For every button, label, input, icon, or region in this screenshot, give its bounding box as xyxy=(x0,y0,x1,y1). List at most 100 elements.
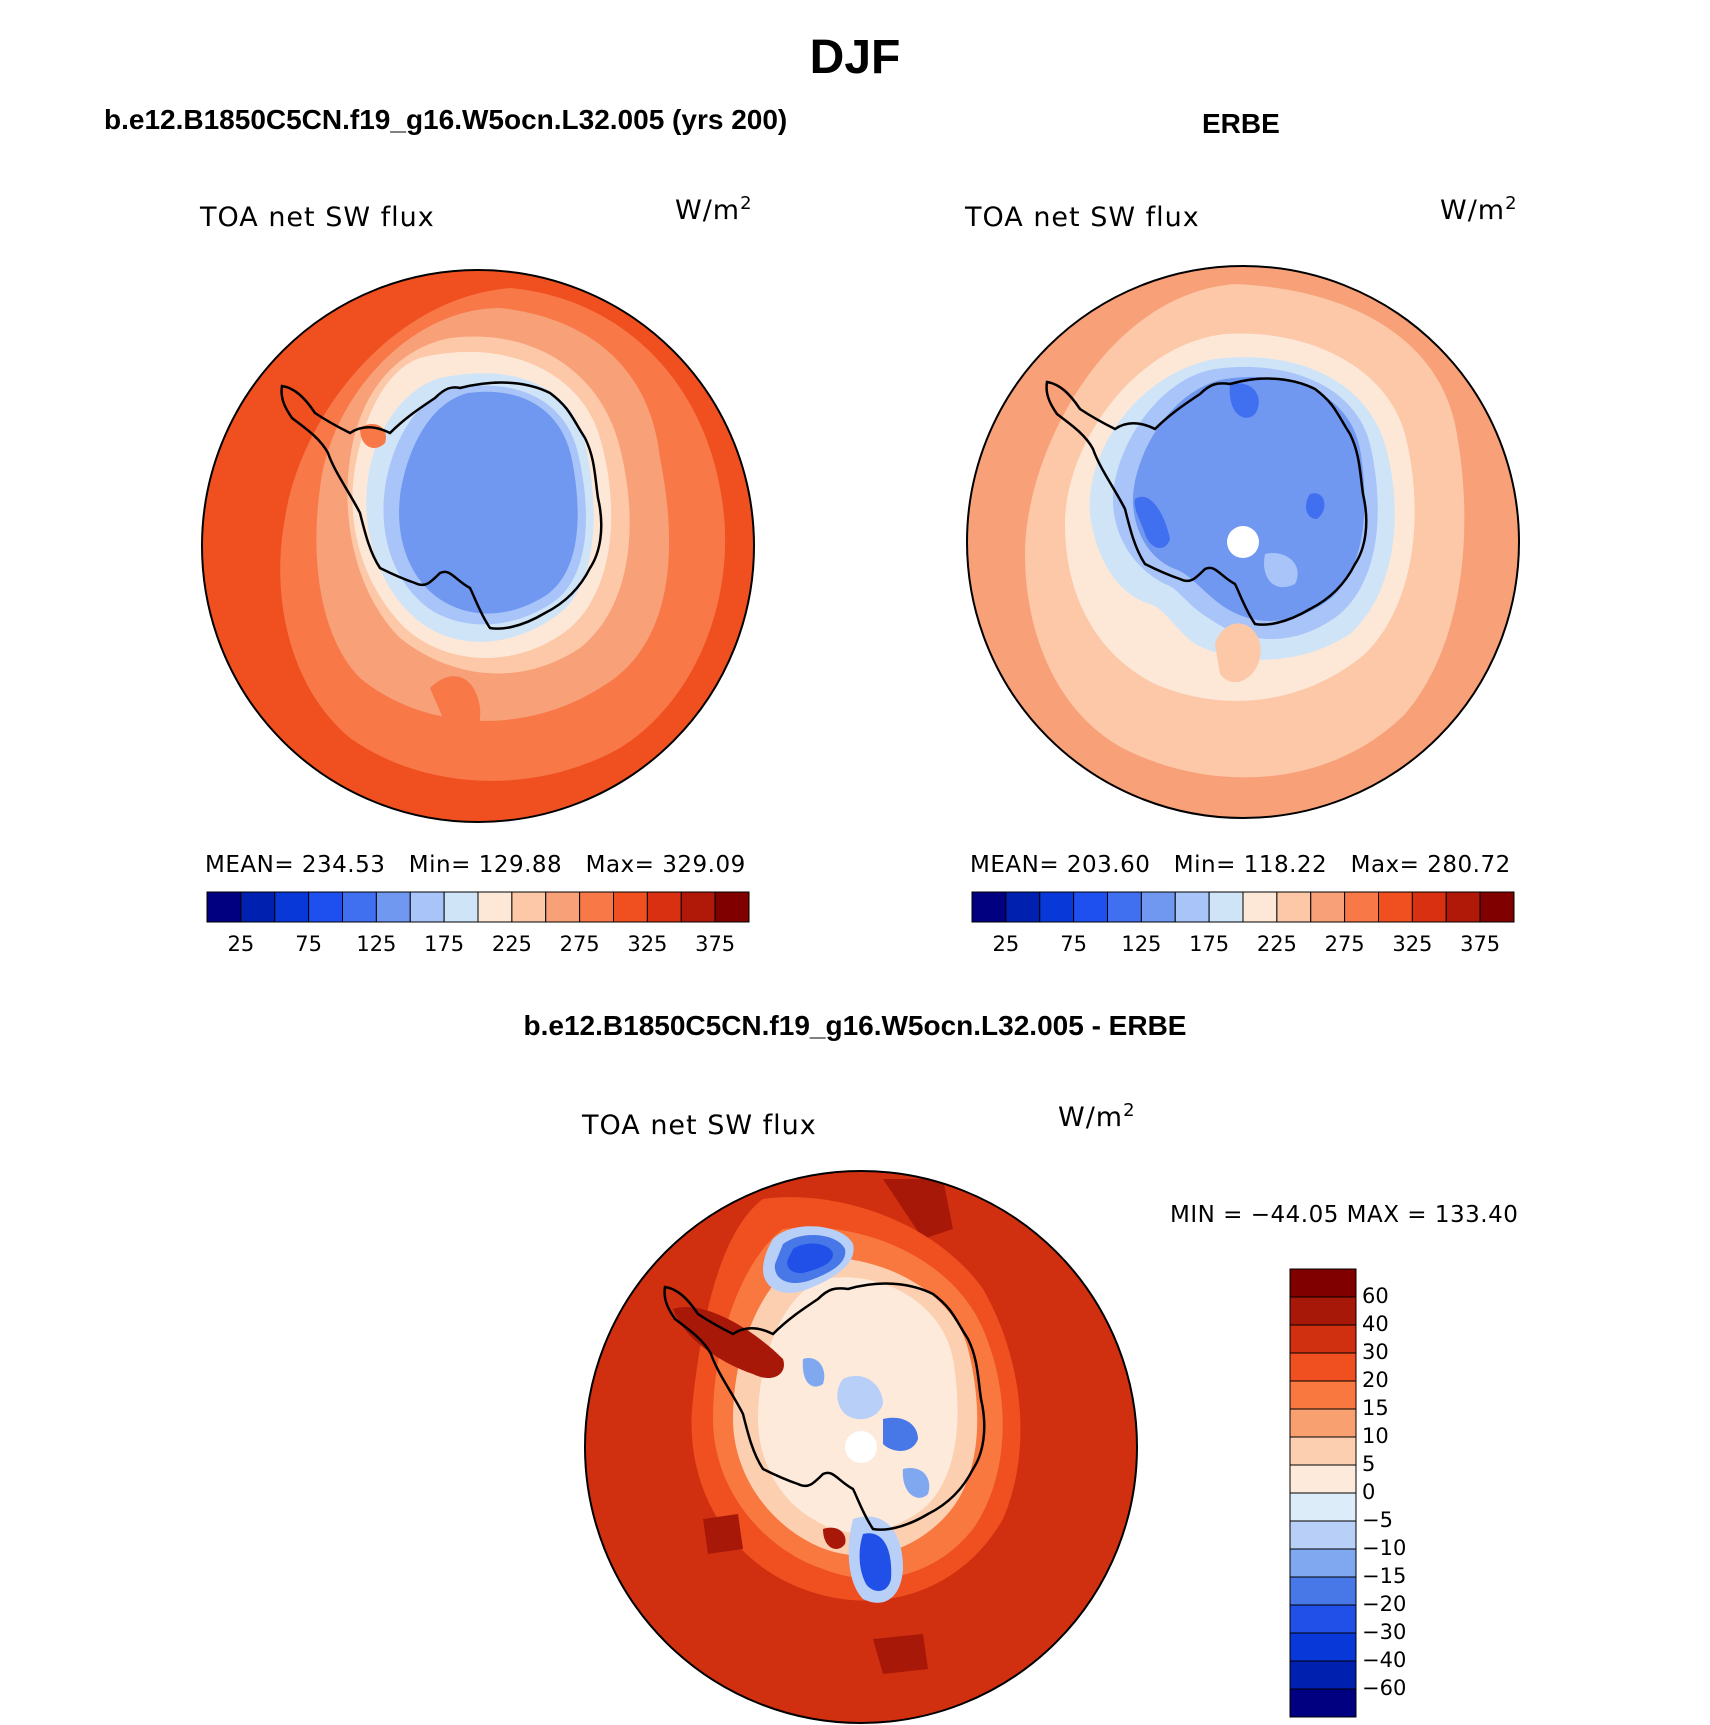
model-colorbar-swatch xyxy=(342,891,377,923)
obs-stats: MEAN= 203.60 Min= 118.22 Max= 280.72 xyxy=(970,852,1511,878)
obs-colorbar-swatch xyxy=(1073,891,1108,923)
model-colorbar-swatch xyxy=(240,891,276,923)
obs-colorbar-swatch xyxy=(1107,891,1142,923)
model-colorbar-swatch xyxy=(206,891,242,923)
model-colorbar-swatch xyxy=(375,891,411,923)
model-colorbar-tick-label: 25 xyxy=(227,932,255,956)
obs-colorbar-swatch xyxy=(971,891,1007,923)
diff-colorbar-tick-label: 5 xyxy=(1362,1452,1376,1476)
diff-colorbar-tick-label: −5 xyxy=(1362,1508,1393,1532)
diff-colorbar-swatch xyxy=(1289,1576,1357,1606)
diff-colorbar-tick-label: 60 xyxy=(1362,1284,1389,1308)
model-colorbar-swatch xyxy=(680,891,716,923)
model-colorbar-swatch xyxy=(545,891,581,923)
model-colorbar-swatch xyxy=(579,891,614,923)
diff-case-title: b.e12.B1850C5CN.f19_g16.W5ocn.L32.005 - … xyxy=(523,1010,1187,1041)
diff-colorbar-swatch xyxy=(1289,1296,1357,1326)
obs-units-label: W/m2 xyxy=(1440,193,1518,226)
diff-colorbar-tick-label: 40 xyxy=(1362,1312,1389,1336)
obs-colorbar-swatch xyxy=(1310,891,1346,923)
model-colorbar-tick-label: 325 xyxy=(627,932,668,956)
model-polar-map xyxy=(201,269,755,823)
model-colorbar-swatch xyxy=(477,891,513,923)
diff-colorbar-swatch xyxy=(1289,1324,1357,1354)
diff-units-label: W/m2 xyxy=(1058,1100,1136,1133)
model-case-title: b.e12.B1850C5CN.f19_g16.W5ocn.L32.005 (y… xyxy=(104,104,788,135)
model-stats: MEAN= 234.53 Min= 129.88 Max= 329.09 xyxy=(205,852,746,878)
obs-colorbar-ticks: 25 75 125 175 225 275 325 375 xyxy=(972,932,1514,962)
obs-colorbar-swatch xyxy=(1005,891,1041,923)
diff-colorbar-tick-label: 20 xyxy=(1362,1368,1389,1392)
model-colorbar-swatch xyxy=(409,891,445,923)
obs-colorbar-tick-label: 325 xyxy=(1392,932,1433,956)
diff-colorbar xyxy=(1289,1268,1357,1718)
diff-colorbar-ticks: 60 40 30 20 15 10 5 0 −5 −10 −15 −20 −30 −40 −60 xyxy=(1362,1269,1452,1717)
diff-colorbar-swatch xyxy=(1289,1352,1357,1382)
obs-polar-map xyxy=(966,265,1520,819)
model-colorbar-tick-label: 225 xyxy=(491,932,532,956)
diff-colorbar-swatch xyxy=(1289,1632,1357,1662)
diff-colorbar-swatch xyxy=(1289,1604,1357,1634)
figure-title: DJF xyxy=(809,31,901,84)
diff-colorbar-swatch xyxy=(1289,1548,1357,1578)
obs-variable-label: TOA net SW flux xyxy=(965,202,1200,233)
model-units-label: W/m2 xyxy=(675,193,753,226)
diff-colorbar-tick-label: −30 xyxy=(1362,1620,1407,1644)
diff-colorbar-tick-label: −20 xyxy=(1362,1592,1407,1616)
obs-colorbar-tick-label: 175 xyxy=(1189,932,1230,956)
model-colorbar-tick-label: 275 xyxy=(559,932,600,956)
model-colorbar-swatch xyxy=(308,891,343,923)
model-colorbar-swatch xyxy=(443,891,479,923)
obs-colorbar-swatch xyxy=(1242,891,1278,923)
model-colorbar-swatch xyxy=(646,891,682,923)
diff-colorbar-swatch xyxy=(1289,1492,1357,1522)
obs-colorbar-tick-label: 275 xyxy=(1324,932,1365,956)
diff-colorbar-tick-label: −60 xyxy=(1362,1676,1407,1700)
model-colorbar-tick-label: 375 xyxy=(695,932,736,956)
diff-colorbar-swatch xyxy=(1289,1688,1357,1718)
model-colorbar-swatch xyxy=(613,891,648,923)
model-colorbar-tick-label: 175 xyxy=(424,932,465,956)
obs-colorbar-swatch xyxy=(1140,891,1176,923)
obs-colorbar-swatch xyxy=(1479,891,1515,923)
diff-colorbar-swatch xyxy=(1289,1268,1357,1298)
diff-colorbar-swatch xyxy=(1289,1520,1357,1550)
obs-colorbar-swatch xyxy=(1174,891,1210,923)
model-colorbar-tick-label: 125 xyxy=(356,932,397,956)
diff-colorbar-tick-label: 0 xyxy=(1362,1480,1376,1504)
obs-colorbar-swatch xyxy=(1039,891,1075,923)
obs-colorbar-tick-label: 25 xyxy=(992,932,1020,956)
diff-colorbar-tick-label: −15 xyxy=(1362,1564,1407,1588)
diff-colorbar-swatch xyxy=(1289,1380,1357,1410)
model-variable-label: TOA net SW flux xyxy=(200,202,435,233)
obs-colorbar-tick-label: 225 xyxy=(1256,932,1297,956)
model-colorbar-ticks: 25 75 125 175 225 275 325 375 xyxy=(207,932,749,962)
model-colorbar xyxy=(206,891,750,923)
obs-colorbar-tick-label: 75 xyxy=(1060,932,1087,956)
model-colorbar-swatch xyxy=(274,891,310,923)
diff-stats: MIN = −44.05 MAX = 133.40 xyxy=(1170,1202,1519,1228)
diff-colorbar-tick-label: 10 xyxy=(1362,1424,1389,1448)
diff-variable-label: TOA net SW flux xyxy=(582,1110,817,1141)
diff-polar-map xyxy=(584,1170,1138,1724)
obs-colorbar-swatch xyxy=(1208,891,1244,923)
obs-colorbar-swatch xyxy=(1344,891,1379,923)
obs-case-title: ERBE xyxy=(1202,108,1280,139)
diff-colorbar-tick-label: −10 xyxy=(1362,1536,1407,1560)
obs-colorbar xyxy=(971,891,1515,923)
obs-colorbar-tick-label: 125 xyxy=(1121,932,1162,956)
diff-colorbar-swatch xyxy=(1289,1436,1357,1466)
model-colorbar-tick-label: 75 xyxy=(295,932,322,956)
diff-colorbar-swatch xyxy=(1289,1464,1357,1494)
diff-colorbar-swatch xyxy=(1289,1660,1357,1690)
model-colorbar-swatch xyxy=(714,891,750,923)
model-colorbar-swatch xyxy=(511,891,547,923)
obs-colorbar-swatch xyxy=(1276,891,1312,923)
obs-colorbar-swatch xyxy=(1411,891,1447,923)
diff-colorbar-tick-label: 15 xyxy=(1362,1396,1389,1420)
diff-colorbar-tick-label: −40 xyxy=(1362,1648,1407,1672)
diff-colorbar-swatch xyxy=(1289,1408,1357,1438)
obs-colorbar-swatch xyxy=(1378,891,1413,923)
obs-colorbar-tick-label: 375 xyxy=(1460,932,1501,956)
obs-colorbar-swatch xyxy=(1445,891,1481,923)
